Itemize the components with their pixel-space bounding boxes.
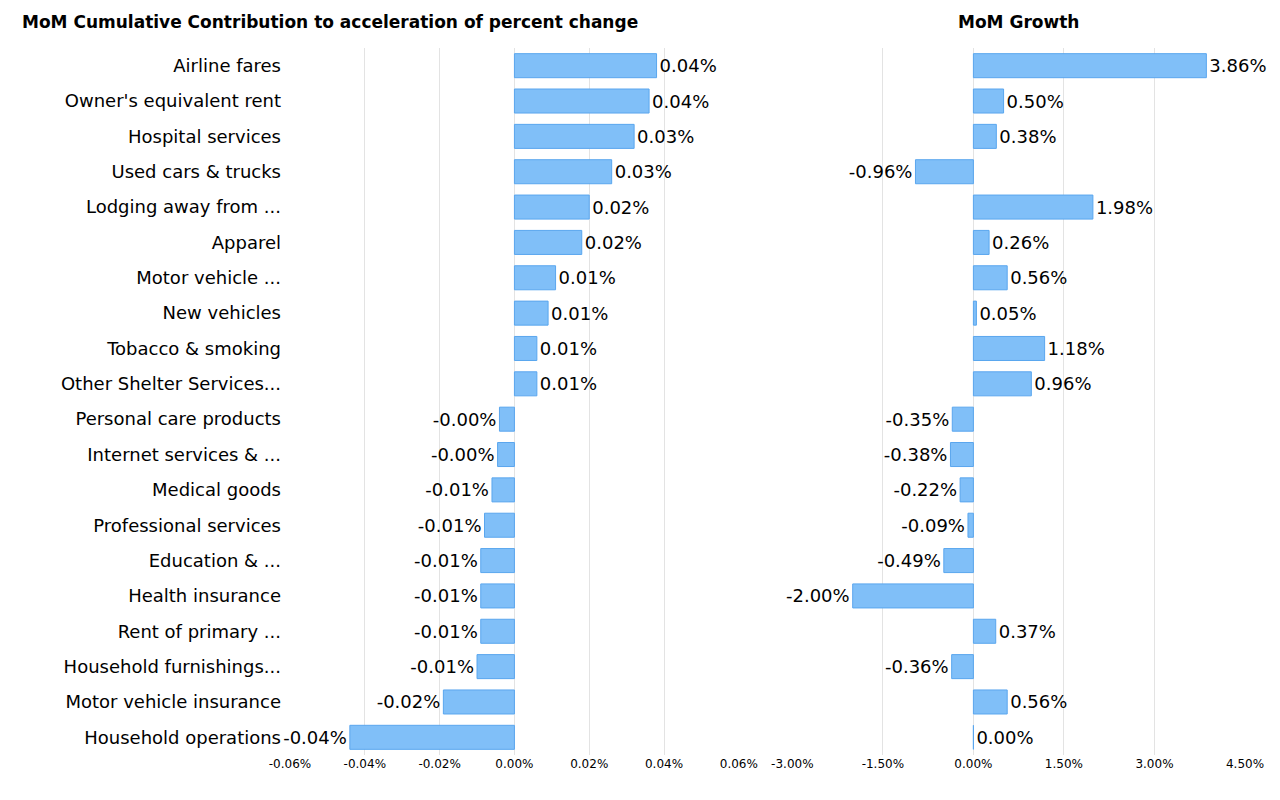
svg-text:Other Shelter Services...: Other Shelter Services... xyxy=(61,373,281,394)
svg-text:-0.04%: -0.04% xyxy=(283,727,347,748)
svg-text:Household furnishings...: Household furnishings... xyxy=(64,656,281,677)
svg-text:-0.38%: -0.38% xyxy=(884,444,948,465)
svg-text:3.00%: 3.00% xyxy=(1135,757,1173,771)
svg-text:0.04%: 0.04% xyxy=(645,757,683,771)
svg-text:-0.00%: -0.00% xyxy=(433,409,497,430)
svg-text:Personal care products: Personal care products xyxy=(75,408,281,429)
svg-text:-0.00%: -0.00% xyxy=(431,444,495,465)
svg-text:0.00%: 0.00% xyxy=(976,727,1033,748)
svg-text:0.01%: 0.01% xyxy=(559,267,616,288)
svg-text:0.00%: 0.00% xyxy=(954,757,992,771)
svg-text:0.03%: 0.03% xyxy=(637,126,694,147)
svg-text:-0.04%: -0.04% xyxy=(344,757,386,771)
svg-text:MoM Growth: MoM Growth xyxy=(958,12,1079,32)
svg-text:0.03%: 0.03% xyxy=(615,161,672,182)
svg-text:Tobacco & smoking: Tobacco & smoking xyxy=(106,338,281,359)
svg-text:0.56%: 0.56% xyxy=(1010,691,1067,712)
svg-text:-0.01%: -0.01% xyxy=(414,585,478,606)
svg-text:0.04%: 0.04% xyxy=(652,91,709,112)
svg-text:Health insurance: Health insurance xyxy=(128,585,281,606)
svg-text:-2.00%: -2.00% xyxy=(786,585,850,606)
svg-text:Internet services & ...: Internet services & ... xyxy=(87,444,281,465)
svg-text:New vehicles: New vehicles xyxy=(163,302,281,323)
svg-text:0.04%: 0.04% xyxy=(660,55,717,76)
svg-text:-0.01%: -0.01% xyxy=(425,479,489,500)
svg-text:0.37%: 0.37% xyxy=(999,621,1056,642)
svg-text:Lodging away from ...: Lodging away from ... xyxy=(86,196,281,217)
svg-text:Motor vehicle insurance: Motor vehicle insurance xyxy=(65,691,281,712)
svg-text:Rent of primary ...: Rent of primary ... xyxy=(118,621,281,642)
svg-text:-1.50%: -1.50% xyxy=(862,757,904,771)
svg-text:Apparel: Apparel xyxy=(212,232,281,253)
svg-text:Education & ...: Education & ... xyxy=(149,550,281,571)
svg-text:Used cars & trucks: Used cars & trucks xyxy=(111,161,281,182)
svg-text:0.56%: 0.56% xyxy=(1010,267,1067,288)
svg-text:0.38%: 0.38% xyxy=(999,126,1056,147)
svg-text:1.98%: 1.98% xyxy=(1096,197,1153,218)
svg-text:-0.49%: -0.49% xyxy=(877,550,941,571)
svg-text:-0.22%: -0.22% xyxy=(893,479,957,500)
svg-text:-3.00%: -3.00% xyxy=(771,757,813,771)
svg-text:0.50%: 0.50% xyxy=(1007,91,1064,112)
svg-text:-0.02%: -0.02% xyxy=(377,691,441,712)
svg-text:Household operations: Household operations xyxy=(84,727,281,748)
svg-text:-0.36%: -0.36% xyxy=(885,656,949,677)
svg-text:3.86%: 3.86% xyxy=(1209,55,1266,76)
svg-text:0.01%: 0.01% xyxy=(540,373,597,394)
svg-text:Motor vehicle ...: Motor vehicle ... xyxy=(136,267,281,288)
svg-text:Medical goods: Medical goods xyxy=(152,479,281,500)
svg-text:Airline fares: Airline fares xyxy=(173,55,281,76)
svg-text:0.05%: 0.05% xyxy=(979,303,1036,324)
svg-text:Professional services: Professional services xyxy=(93,515,281,536)
svg-text:MoM Cumulative Contribution to: MoM Cumulative Contribution to accelerat… xyxy=(22,12,638,32)
svg-text:-0.01%: -0.01% xyxy=(414,621,478,642)
svg-text:-0.01%: -0.01% xyxy=(414,550,478,571)
svg-text:-0.06%: -0.06% xyxy=(269,757,311,771)
svg-text:0.02%: 0.02% xyxy=(570,757,608,771)
svg-text:1.18%: 1.18% xyxy=(1048,338,1105,359)
svg-text:0.00%: 0.00% xyxy=(495,757,533,771)
svg-text:0.01%: 0.01% xyxy=(551,303,608,324)
svg-text:1.50%: 1.50% xyxy=(1045,757,1083,771)
svg-text:Hospital services: Hospital services xyxy=(128,126,281,147)
svg-text:-0.09%: -0.09% xyxy=(901,515,965,536)
svg-text:0.02%: 0.02% xyxy=(592,197,649,218)
svg-text:4.50%: 4.50% xyxy=(1226,757,1264,771)
svg-text:-0.01%: -0.01% xyxy=(418,515,482,536)
svg-text:0.26%: 0.26% xyxy=(992,232,1049,253)
svg-text:-0.35%: -0.35% xyxy=(886,409,950,430)
svg-text:Owner's equivalent rent: Owner's equivalent rent xyxy=(65,90,281,111)
svg-text:0.01%: 0.01% xyxy=(540,338,597,359)
svg-text:-0.96%: -0.96% xyxy=(849,161,913,182)
svg-text:0.96%: 0.96% xyxy=(1034,373,1091,394)
svg-text:0.02%: 0.02% xyxy=(585,232,642,253)
svg-text:-0.02%: -0.02% xyxy=(418,757,460,771)
svg-text:-0.01%: -0.01% xyxy=(410,656,474,677)
svg-text:0.06%: 0.06% xyxy=(720,757,758,771)
